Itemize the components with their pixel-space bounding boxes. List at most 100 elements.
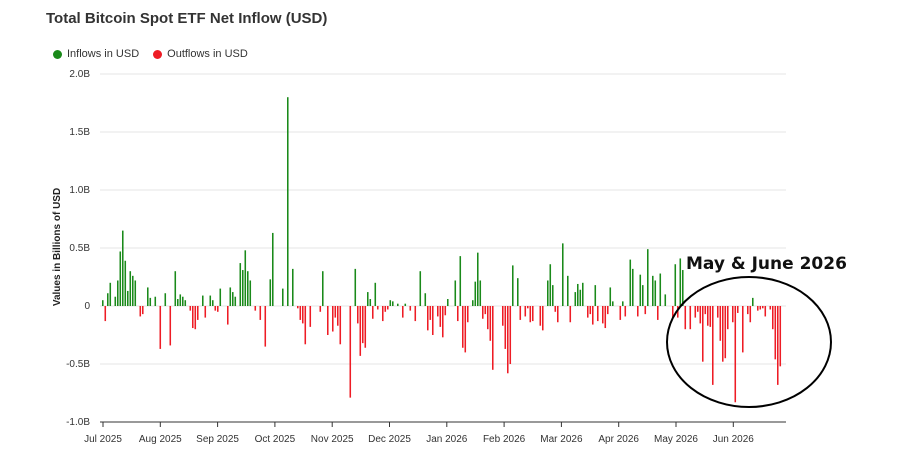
outflow-bar[interactable] bbox=[444, 306, 447, 316]
inflow-bar[interactable] bbox=[244, 250, 247, 306]
outflow-bar[interactable] bbox=[519, 306, 522, 320]
inflow-bar[interactable] bbox=[512, 265, 514, 306]
outflow-bar[interactable] bbox=[624, 306, 627, 317]
inflow-bar[interactable] bbox=[229, 287, 232, 306]
inflow-bar[interactable] bbox=[682, 270, 684, 306]
outflow-bar[interactable] bbox=[764, 306, 767, 317]
inflow-bar[interactable] bbox=[389, 300, 392, 306]
outflow-bar[interactable] bbox=[189, 306, 192, 311]
outflow-bar[interactable] bbox=[442, 306, 444, 338]
outflow-bar[interactable] bbox=[327, 306, 329, 335]
outflow-bar[interactable] bbox=[539, 306, 542, 326]
inflow-bar[interactable] bbox=[164, 293, 167, 306]
outflow-bar[interactable] bbox=[332, 306, 334, 332]
inflow-bar[interactable] bbox=[122, 230, 124, 306]
outflow-bar[interactable] bbox=[319, 306, 322, 312]
inflow-bar[interactable] bbox=[132, 275, 134, 306]
legend-item-inflows[interactable]: Inflows in USD bbox=[53, 48, 139, 60]
outflow-bar[interactable] bbox=[619, 306, 622, 320]
outflow-bar[interactable] bbox=[169, 306, 172, 346]
inflow-bar[interactable] bbox=[577, 283, 579, 306]
inflow-bar[interactable] bbox=[659, 273, 662, 306]
inflow-bar[interactable] bbox=[107, 293, 109, 306]
inflow-bar[interactable] bbox=[182, 296, 184, 306]
inflow-bar[interactable] bbox=[114, 296, 117, 306]
outflow-bar[interactable] bbox=[524, 306, 527, 317]
outflow-bar[interactable] bbox=[722, 306, 724, 362]
outflow-bar[interactable] bbox=[297, 306, 299, 309]
outflow-bar[interactable] bbox=[777, 306, 779, 385]
inflow-bar[interactable] bbox=[129, 271, 132, 306]
outflow-bar[interactable] bbox=[604, 306, 607, 329]
outflow-bar[interactable] bbox=[482, 306, 484, 319]
outflow-bar[interactable] bbox=[337, 306, 339, 326]
inflow-bar[interactable] bbox=[134, 280, 137, 306]
outflow-bar[interactable] bbox=[254, 306, 257, 311]
inflow-bar[interactable] bbox=[447, 299, 449, 306]
outflow-bar[interactable] bbox=[749, 306, 752, 323]
outflow-bar[interactable] bbox=[362, 306, 364, 344]
outflow-bar[interactable] bbox=[467, 306, 469, 323]
inflow-bar[interactable] bbox=[474, 281, 477, 306]
outflow-bar[interactable] bbox=[194, 306, 197, 330]
outflow-bar[interactable] bbox=[637, 306, 639, 317]
outflow-bar[interactable] bbox=[227, 306, 229, 325]
inflow-bar[interactable] bbox=[374, 282, 377, 306]
outflow-bar[interactable] bbox=[492, 306, 494, 370]
inflow-bar[interactable] bbox=[567, 275, 569, 306]
inflow-bar[interactable] bbox=[392, 301, 394, 306]
inflow-bar[interactable] bbox=[287, 97, 289, 306]
outflow-bar[interactable] bbox=[769, 306, 772, 310]
inflow-bar[interactable] bbox=[367, 292, 369, 306]
outflow-bar[interactable] bbox=[489, 306, 492, 341]
inflow-bar[interactable] bbox=[674, 264, 677, 306]
inflow-bar[interactable] bbox=[549, 264, 552, 306]
outflow-bar[interactable] bbox=[414, 306, 417, 322]
inflow-bar[interactable] bbox=[629, 259, 632, 306]
inflow-bar[interactable] bbox=[272, 232, 274, 306]
inflow-bar[interactable] bbox=[612, 301, 614, 306]
inflow-bar[interactable] bbox=[202, 295, 204, 306]
inflow-bar[interactable] bbox=[102, 300, 104, 306]
inflow-bar[interactable] bbox=[517, 278, 519, 306]
inflow-bar[interactable] bbox=[574, 292, 577, 306]
inflow-bar[interactable] bbox=[397, 303, 399, 306]
outflow-bar[interactable] bbox=[732, 306, 734, 323]
outflow-bar[interactable] bbox=[204, 306, 207, 318]
outflow-bar[interactable] bbox=[677, 306, 679, 318]
outflow-bar[interactable] bbox=[104, 306, 107, 322]
outflow-bar[interactable] bbox=[697, 306, 699, 312]
inflow-bar[interactable] bbox=[582, 282, 584, 306]
inflow-bar[interactable] bbox=[424, 293, 427, 306]
inflow-bar[interactable] bbox=[622, 301, 624, 306]
outflow-bar[interactable] bbox=[727, 306, 729, 330]
outflow-bar[interactable] bbox=[439, 306, 442, 327]
outflow-bar[interactable] bbox=[557, 306, 559, 323]
outflow-bar[interactable] bbox=[432, 306, 434, 335]
outflow-bar[interactable] bbox=[657, 306, 659, 320]
outflow-bar[interactable] bbox=[139, 306, 142, 317]
inflow-bar[interactable] bbox=[354, 268, 357, 306]
inflow-bar[interactable] bbox=[127, 290, 129, 306]
outflow-bar[interactable] bbox=[339, 306, 342, 345]
outflow-bar[interactable] bbox=[742, 306, 744, 353]
outflow-bar[interactable] bbox=[759, 306, 762, 310]
inflow-bar[interactable] bbox=[239, 263, 242, 306]
inflow-bar[interactable] bbox=[209, 295, 212, 306]
outflow-bar[interactable] bbox=[484, 306, 487, 315]
outflow-bar[interactable] bbox=[529, 306, 532, 323]
outflow-bar[interactable] bbox=[349, 306, 352, 398]
inflow-bar[interactable] bbox=[547, 280, 549, 306]
inflow-bar[interactable] bbox=[642, 285, 644, 306]
inflow-bar[interactable] bbox=[249, 280, 252, 306]
outflow-bar[interactable] bbox=[707, 306, 709, 326]
inflow-bar[interactable] bbox=[652, 275, 654, 306]
inflow-bar[interactable] bbox=[147, 287, 149, 306]
outflow-bar[interactable] bbox=[302, 306, 304, 324]
inflow-bar[interactable] bbox=[247, 271, 249, 306]
inflow-bar[interactable] bbox=[109, 282, 112, 306]
outflow-bar[interactable] bbox=[587, 306, 589, 318]
outflow-bar[interactable] bbox=[259, 306, 262, 320]
outflow-bar[interactable] bbox=[142, 306, 144, 315]
outflow-bar[interactable] bbox=[717, 306, 719, 318]
